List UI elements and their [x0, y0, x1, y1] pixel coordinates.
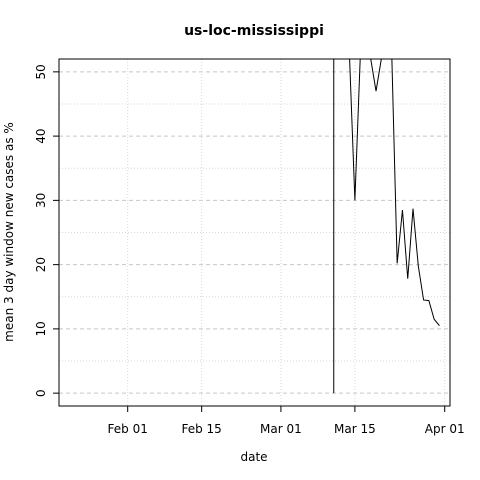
y-axis: 0 10 20 30 40 50 — [34, 64, 59, 397]
x-tick-label: Feb 01 — [108, 422, 148, 436]
y-tick-label: 50 — [34, 64, 48, 79]
y-tick-label: 10 — [34, 321, 48, 336]
x-tick-label: Feb 15 — [181, 422, 221, 436]
y-tick-label: 0 — [34, 389, 48, 397]
series-layer — [333, 59, 440, 394]
x-axis: Feb 01 Feb 15 Mar 01 Mar 15 Apr 01 — [108, 406, 465, 436]
y-tick-label: 40 — [34, 128, 48, 143]
plot-frame — [58, 58, 451, 407]
y-tick-label: 30 — [34, 193, 48, 208]
series-line — [333, 59, 440, 394]
grid-lines — [59, 59, 450, 406]
x-tick-label: Apr 01 — [425, 422, 465, 436]
y-axis-label: mean 3 day window new cases as % — [2, 122, 16, 342]
x-axis-label: date — [240, 450, 267, 464]
y-tick-label: 20 — [34, 257, 48, 272]
x-tick-label: Mar 01 — [260, 422, 302, 436]
x-tick-label: Mar 15 — [334, 422, 376, 436]
chart-title: us-loc-mississippi — [184, 23, 324, 39]
